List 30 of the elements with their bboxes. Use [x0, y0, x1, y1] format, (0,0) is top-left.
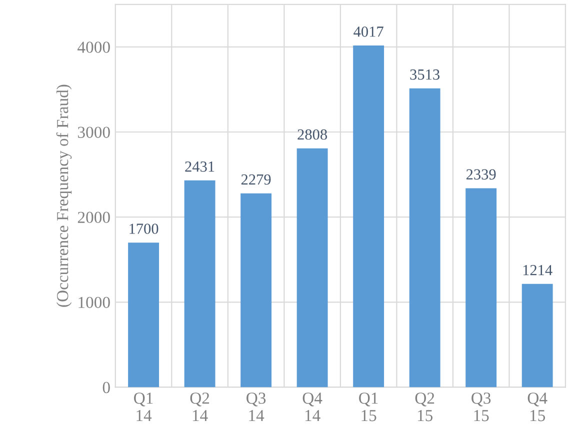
x-tick-label: Q1 14	[134, 392, 153, 422]
bar	[409, 88, 440, 388]
x-tick-label: Q3 14	[246, 392, 266, 422]
y-tick-label: 2000	[78, 212, 110, 224]
x-tick-label: Q2 15	[415, 392, 434, 422]
data-label: 2431	[185, 161, 214, 172]
bar	[296, 148, 328, 388]
x-tick-label: Q4 14	[302, 392, 322, 422]
bar	[522, 284, 553, 388]
data-label: 1700	[130, 224, 158, 234]
data-label: 1214	[523, 265, 552, 276]
data-label: 2339	[466, 169, 496, 180]
y-tick-label: 1000	[78, 296, 110, 308]
x-tick-label: Q3 15	[472, 392, 491, 422]
x-tick-label: Q2 14	[190, 392, 210, 422]
bar	[240, 193, 272, 388]
data-label: 3513	[410, 69, 440, 80]
bar	[466, 188, 497, 388]
data-label: 4017	[354, 26, 384, 37]
data-label: 2808	[298, 129, 327, 140]
bar	[184, 180, 216, 388]
bar	[128, 242, 159, 388]
y-axis-title: (Occurrence Frequency of Fraud)	[56, 84, 72, 307]
y-tick-label: 3000	[78, 126, 110, 138]
y-tick-label: 0	[102, 382, 110, 394]
y-tick-label: 4000	[78, 42, 110, 53]
x-tick-label: Q1 15	[359, 392, 378, 422]
data-label: 2279	[241, 174, 271, 185]
bar	[353, 45, 384, 388]
x-tick-label: Q4 15	[528, 392, 548, 422]
